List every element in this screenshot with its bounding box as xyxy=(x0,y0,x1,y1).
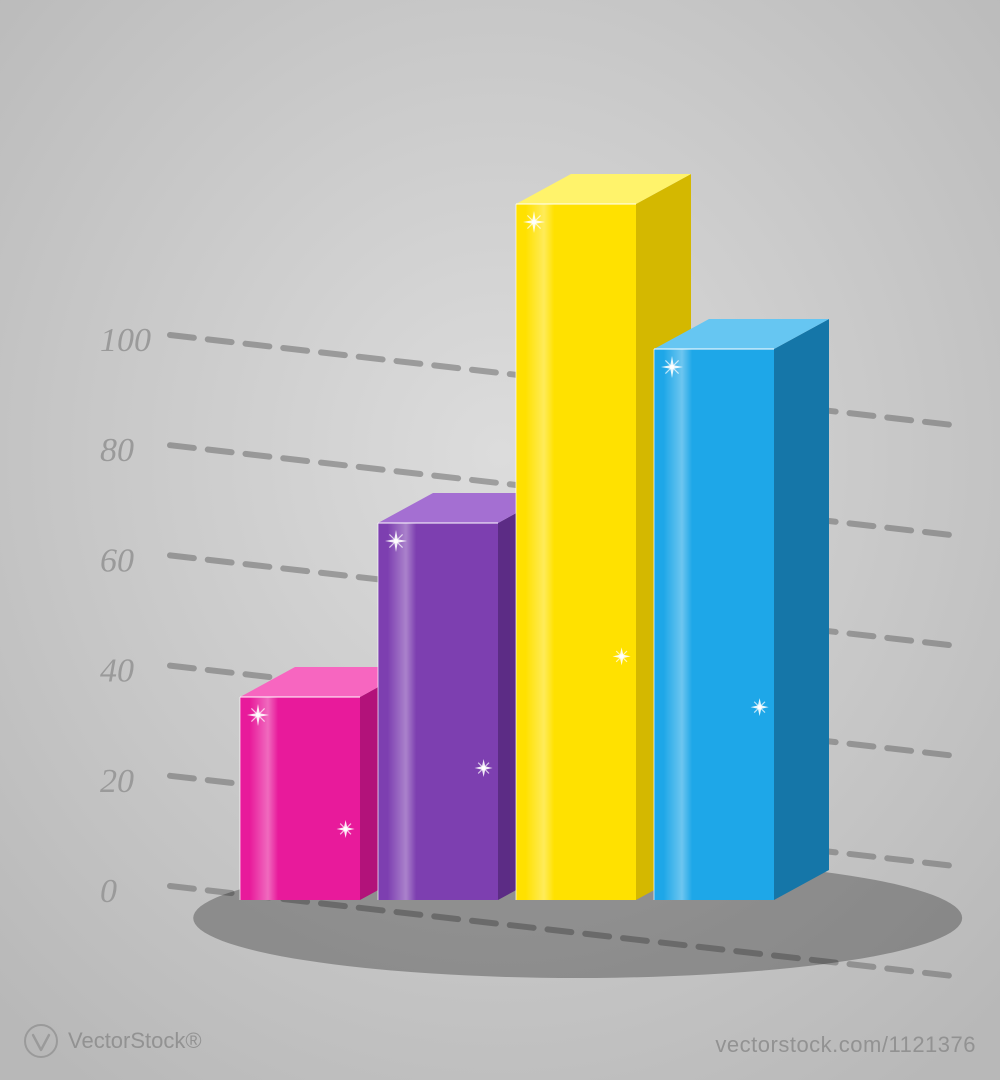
watermark-id-number: 1121376 xyxy=(888,1032,976,1057)
bar-gloss xyxy=(388,523,429,900)
y-tick-label: 20 xyxy=(100,763,134,800)
vectorstock-logo-icon xyxy=(24,1024,58,1058)
y-tick-label: 60 xyxy=(100,542,134,579)
bar-gloss xyxy=(664,349,705,900)
watermark-brand-text: VectorStock® xyxy=(68,1028,202,1054)
chart-svg: 0 20 40 60 80 100 xyxy=(0,0,1000,1080)
y-tick-label: 100 xyxy=(100,322,151,359)
chart-stage: 0 20 40 60 80 100 VectorStock® vectorstock.co… xyxy=(0,0,1000,1080)
bar-side xyxy=(774,319,829,900)
bar-gloss xyxy=(250,697,291,900)
y-tick-label: 0 xyxy=(100,873,117,910)
bar-gloss xyxy=(526,204,567,900)
watermark-brand-name: VectorStock xyxy=(68,1028,185,1053)
y-tick-label: 40 xyxy=(100,653,134,690)
watermark-brand: VectorStock® xyxy=(24,1024,202,1058)
y-tick-label: 80 xyxy=(100,432,134,469)
bar-4 xyxy=(654,319,829,900)
watermark-id-prefix: vectorstock.com xyxy=(715,1032,881,1057)
watermark-brand-suffix: ® xyxy=(185,1028,201,1053)
watermark-id: vectorstock.com/1121376 xyxy=(715,1032,976,1058)
